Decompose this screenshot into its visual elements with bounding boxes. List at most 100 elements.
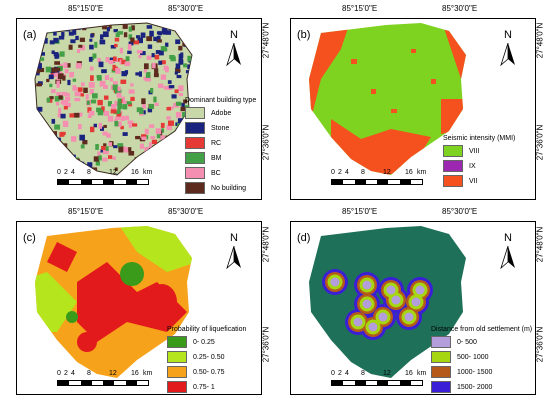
- north-label: N: [230, 29, 238, 41]
- legend-item: RC: [185, 137, 256, 149]
- panel-label-c: (c): [23, 232, 36, 244]
- scale-tick-label: 8: [361, 169, 365, 176]
- scale-tick-label: 2: [338, 370, 342, 377]
- legend-label: 1000- 1500: [457, 368, 493, 376]
- lon-label-top-right-c: 85°30'0"E: [168, 207, 204, 216]
- lon-label-top-left-c: 85°15'0"E: [68, 207, 104, 216]
- lon-label-top-right-a: 85°30'0"E: [168, 4, 204, 13]
- lon-label-top-right-d: 85°30'0"E: [442, 207, 478, 216]
- lat-label-48-d: 27°48'0"N: [535, 226, 545, 263]
- legend-title-c: Probability of liquefication: [167, 326, 247, 333]
- legend-swatch: [167, 351, 187, 363]
- panel-label-b: (b): [297, 29, 311, 41]
- scale-tick-label: 2: [338, 169, 342, 176]
- legend-d: Distance from old settlement (m) 0- 500 5…: [431, 326, 532, 394]
- legend-label: Stone: [211, 124, 230, 132]
- scale-tick-label: 16: [131, 370, 139, 377]
- scale-bar-c: 0 2 4 8 12 16 km: [57, 370, 167, 390]
- legend-label: VIII: [469, 147, 480, 155]
- scale-tick-label: 16: [405, 370, 413, 377]
- scale-tick-label: 12: [109, 370, 117, 377]
- legend-item: 1500- 2000: [431, 381, 532, 393]
- legend-swatch: [167, 336, 187, 348]
- north-label: N: [504, 29, 512, 41]
- legend-item: 1000- 1500: [431, 366, 532, 378]
- panel-label-d: (d): [297, 232, 311, 244]
- scale-bar-graphic: [331, 179, 423, 185]
- scale-bar-graphic: [57, 380, 149, 386]
- map-panel-d: (d) N Distance from old settlement (m) 0…: [290, 221, 536, 395]
- scale-unit-label: km: [143, 370, 153, 377]
- legend-swatch: [443, 145, 463, 157]
- legend-swatch: [431, 351, 451, 363]
- scale-unit-label: km: [143, 169, 153, 176]
- scale-tick-label: 2: [64, 370, 68, 377]
- legend-label: No building: [211, 184, 247, 192]
- legend-label: BM: [211, 154, 222, 162]
- legend-swatch: [167, 366, 187, 378]
- legend-item: 0.50- 0.75: [167, 366, 246, 378]
- lat-label-48-a: 27°48'0"N: [261, 22, 271, 59]
- lat-label-36-c: 27°36'0"N: [261, 326, 271, 363]
- scale-tick-label: 0: [331, 169, 335, 176]
- scale-bar-b: 0 2 4 8 12 16 km: [331, 169, 441, 189]
- legend-item: 0.25- 0.50: [167, 351, 246, 363]
- legend-label: 0.75- 1: [193, 383, 215, 391]
- legend-label: 0- 500: [457, 338, 477, 346]
- lat-label-48-b: 27°48'0"N: [535, 22, 545, 59]
- legend-label: RC: [211, 139, 222, 147]
- scale-bar-graphic: [331, 380, 423, 386]
- lat-label-36-d: 27°36'0"N: [535, 326, 545, 363]
- lat-label-36-b: 27°36'0"N: [535, 124, 545, 161]
- north-arrow-b: N: [497, 29, 519, 67]
- scale-tick-label: 4: [345, 370, 349, 377]
- legend-label: BC: [211, 169, 221, 177]
- scale-bar-a: 0 2 4 8 12 16 km: [57, 169, 167, 189]
- seismic-intensity-map: [309, 23, 466, 175]
- scale-tick-label: 4: [345, 169, 349, 176]
- legend-swatch: [443, 175, 463, 187]
- map-panel-c: (c) N Probability of liquefication 0- 0.…: [16, 221, 262, 395]
- legend-item: 0- 500: [431, 336, 532, 348]
- legend-item: 500- 1000: [431, 351, 532, 363]
- lon-label-top-left-a: 85°15'0"E: [68, 4, 104, 13]
- map-panel-b: (b) N Seismic intensity (MMI) VIII IX VII …: [290, 18, 536, 200]
- liquefaction-map: [35, 226, 192, 378]
- lat-label-36-a: 27°36'0"N: [261, 124, 271, 161]
- scale-tick-label: 0: [331, 370, 335, 377]
- legend-item: IX: [443, 160, 515, 172]
- north-arrow-a: N: [223, 29, 245, 67]
- north-arrow-c: N: [223, 232, 245, 270]
- legend-item: 0- 0.25: [167, 336, 246, 348]
- scale-tick-label: 2: [64, 169, 68, 176]
- lon-label-top-left-d: 85°15'0"E: [342, 207, 378, 216]
- legend-a: Dominant building type Adobe Stone RC BM BC N…: [185, 97, 256, 197]
- scale-unit-label: km: [417, 169, 427, 176]
- lon-label-top-left-b: 85°15'0"E: [342, 4, 378, 13]
- building-type-map: [34, 22, 193, 176]
- legend-label: 0.25- 0.50: [193, 353, 225, 361]
- scale-bar-graphic: [57, 179, 149, 185]
- scale-tick-label: 4: [71, 370, 75, 377]
- scale-tick-label: 12: [383, 169, 391, 176]
- scale-tick-label: 16: [131, 169, 139, 176]
- settlement-distance-map: [309, 226, 466, 378]
- legend-item: Stone: [185, 122, 256, 134]
- legend-label: IX: [469, 162, 476, 170]
- lon-label-top-right-b: 85°30'0"E: [442, 4, 478, 13]
- legend-swatch: [185, 182, 205, 194]
- legend-label: VII: [469, 177, 478, 185]
- lat-label-48-c: 27°48'0"N: [261, 226, 271, 263]
- legend-c: Probability of liquefication 0- 0.25 0.25…: [167, 326, 247, 394]
- legend-swatch: [185, 152, 205, 164]
- legend-title-b: Seismic intensity (MMI): [443, 135, 516, 142]
- legend-item: BC: [185, 167, 256, 179]
- legend-b: Seismic intensity (MMI) VIII IX VII: [443, 135, 515, 190]
- legend-label: 0- 0.25: [193, 338, 215, 346]
- legend-title-a: Dominant building type: [185, 97, 257, 104]
- legend-swatch: [167, 381, 187, 393]
- legend-item: 0.75- 1: [167, 381, 246, 393]
- legend-item: BM: [185, 152, 256, 164]
- legend-swatch: [185, 122, 205, 134]
- legend-label: 0.50- 0.75: [193, 368, 225, 376]
